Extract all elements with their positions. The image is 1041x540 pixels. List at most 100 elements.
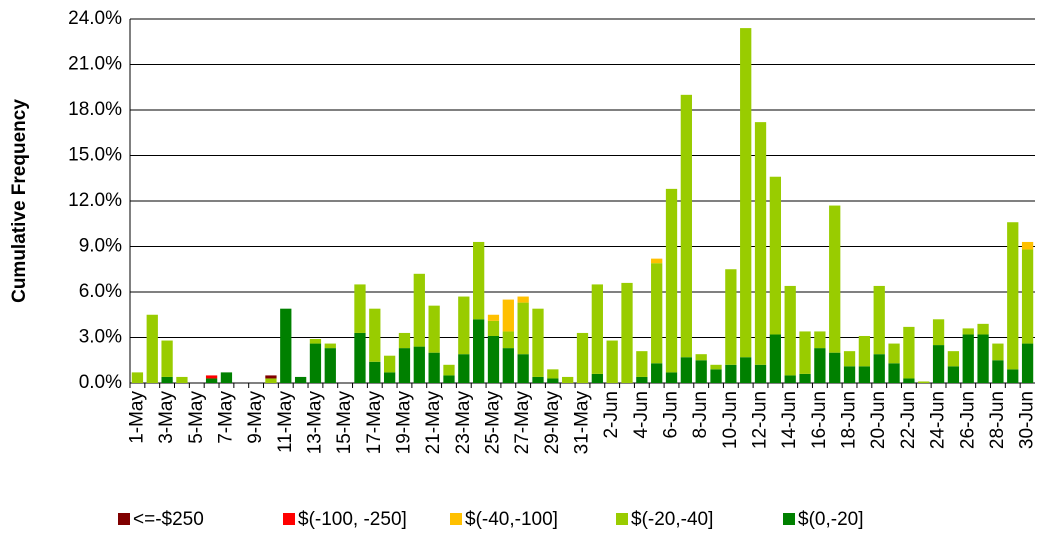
bar-segment <box>962 334 974 383</box>
x-tick-label: 5-May <box>186 391 207 444</box>
bar-segment <box>205 378 218 383</box>
x-tick-label: 30-Jun <box>1017 391 1038 449</box>
bar-segment <box>398 348 411 383</box>
bar-segment <box>873 285 885 355</box>
bar-segment <box>710 369 722 383</box>
y-tick-label: 12.0% <box>68 190 122 211</box>
bar-segment <box>754 122 767 365</box>
x-tick-label: 12-Jun <box>750 391 771 449</box>
bar-segment <box>680 94 692 358</box>
y-tick-label: 3.0% <box>79 327 122 348</box>
bar-segment <box>725 364 737 383</box>
x-tick-label: 13-May <box>304 391 325 455</box>
x-tick-label: 1-May <box>126 391 147 444</box>
x-tick-label: 8-Jun <box>690 391 711 439</box>
x-tick-label: 6-Jun <box>661 391 682 439</box>
bar-segment <box>487 314 500 321</box>
bar-segment <box>161 376 173 383</box>
legend-swatch <box>783 513 795 525</box>
bar-segment <box>903 378 915 383</box>
bar-segment <box>547 378 559 383</box>
bar-segment <box>428 352 440 383</box>
bar-segment <box>829 205 841 353</box>
bar-segment <box>354 284 366 333</box>
x-tick-label: 19-May <box>393 391 414 455</box>
bar-segment <box>369 361 381 383</box>
bar-segment <box>576 332 589 383</box>
bar-segment <box>725 269 737 365</box>
x-tick-label: 11-May <box>275 391 296 453</box>
bar-segment <box>562 376 574 383</box>
bar-segment <box>413 346 425 383</box>
y-tick-label: 0.0% <box>79 372 122 393</box>
bar-segment <box>517 302 529 355</box>
bar-segment <box>398 332 411 349</box>
x-tick-label: 14-Jun <box>779 391 800 449</box>
bar-segment <box>517 354 529 383</box>
bar-segment <box>695 354 707 361</box>
bar-segment <box>932 319 945 346</box>
bar-segment <box>487 335 500 383</box>
legend-swatch <box>450 513 462 525</box>
bar-segment <box>947 366 960 383</box>
x-tick-label: 28-Jun <box>987 391 1008 449</box>
legend-label: $(-40,-100] <box>465 509 558 530</box>
bar-segment <box>947 351 960 367</box>
bar-segment <box>695 360 707 383</box>
bar-segment <box>858 366 871 383</box>
bar-segment <box>962 328 974 335</box>
x-tick-label: 20-Jun <box>868 391 889 449</box>
bar-segment <box>131 372 144 383</box>
bar-segment <box>383 355 396 373</box>
bar-segment <box>354 332 366 383</box>
x-tick-label: 27-May <box>512 391 533 455</box>
bar-segment <box>473 319 485 383</box>
bar-segment <box>473 241 485 320</box>
x-tick-label: 31-May <box>572 391 593 455</box>
bar-segment <box>992 343 1004 361</box>
bar-segment <box>769 176 782 335</box>
bar-segment <box>265 375 277 379</box>
legend-swatch <box>616 513 628 525</box>
x-tick-label: 22-Jun <box>898 391 919 449</box>
bar-segment <box>161 340 173 377</box>
bar-segment <box>636 351 648 377</box>
bar-segment <box>502 348 514 383</box>
bar-segment <box>769 334 782 383</box>
bar-segment <box>502 299 514 332</box>
x-tick-label: 29-May <box>542 391 563 455</box>
bar-segment <box>205 375 218 379</box>
bar-segment <box>532 308 544 377</box>
bar-segment <box>413 273 425 347</box>
legend-swatch <box>283 513 295 525</box>
bar-segment <box>784 285 796 376</box>
bar-segment <box>547 369 559 379</box>
bar-segment <box>932 345 945 383</box>
legend-swatch <box>118 513 130 525</box>
x-tick-label: 3-May <box>156 391 177 444</box>
bar-segment <box>740 28 752 358</box>
bar-segment <box>502 331 514 349</box>
y-tick-label: 18.0% <box>68 99 122 120</box>
bar-segment <box>621 282 633 383</box>
bar-segment <box>888 363 900 383</box>
bar-segment <box>651 263 663 364</box>
bar-segment <box>487 320 500 336</box>
bar-segment <box>458 354 470 383</box>
bar-segment <box>1021 241 1034 250</box>
bar-segment <box>220 372 233 383</box>
bar-segment <box>324 343 336 349</box>
bar-segment <box>843 366 856 383</box>
x-tick-label: 7-May <box>215 391 236 444</box>
bar-segment <box>799 331 811 374</box>
y-tick-label: 15.0% <box>68 145 122 166</box>
bar-segment <box>1021 343 1034 383</box>
bar-segment <box>651 363 663 383</box>
bar-segment <box>1007 369 1019 383</box>
bar-segment <box>799 373 811 383</box>
bar-segment <box>665 188 678 373</box>
bar-segment <box>591 284 603 374</box>
bar-segment <box>443 364 455 376</box>
bar-segment <box>918 381 930 383</box>
